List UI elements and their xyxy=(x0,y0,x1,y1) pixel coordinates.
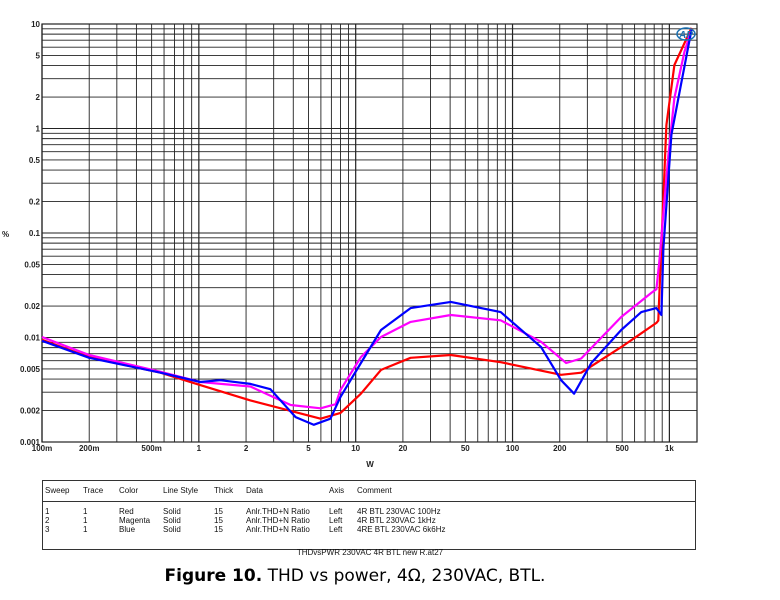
legend-cell: 4R BTL 230VAC 100Hz xyxy=(357,507,441,516)
legend-cell: Red xyxy=(119,507,134,516)
x-tick-label: 20 xyxy=(398,444,407,453)
header-axis: Axis xyxy=(329,486,345,495)
y-tick-label: 0.005 xyxy=(20,365,41,374)
y-tick-label: 0.5 xyxy=(29,156,41,165)
legend-cell: 3 xyxy=(45,525,50,534)
header-color: Color xyxy=(119,486,139,495)
legend-cell: Solid xyxy=(163,525,181,534)
y-tick-label: 5 xyxy=(36,51,41,60)
legend-header-row: Sweep Trace Color Line Style Thick Data … xyxy=(43,481,695,502)
y-tick-label: 0.05 xyxy=(24,260,40,269)
ap-logo: AP xyxy=(676,27,696,41)
y-tick-label: 2 xyxy=(36,93,41,102)
y-axis-label: % xyxy=(2,230,9,239)
legend-cell: Left xyxy=(329,507,343,516)
legend-cell: 1 xyxy=(45,507,50,516)
file-caption: THDvsPWR 230VAC 4R BTL new R.at27 xyxy=(296,548,444,557)
header-sweep: Sweep xyxy=(45,486,70,495)
legend-cell: 15 xyxy=(214,516,223,525)
x-tick-label: 200 xyxy=(553,444,567,453)
legend-cell: Left xyxy=(329,516,343,525)
legend-cell: 2 xyxy=(45,516,50,525)
plot-frame xyxy=(41,23,698,443)
y-tick-label: 0.1 xyxy=(29,229,41,238)
series-line-1 xyxy=(41,27,693,420)
y-tick-labels: 10 5 2 1 0.5 0.2 0.1 0.05 0.02 0.01 0.005 0.002 0.00… xyxy=(20,20,41,447)
svg-text:AP: AP xyxy=(678,30,693,41)
y-tick-label: 1 xyxy=(36,125,41,134)
legend-cell: Blue xyxy=(119,525,136,534)
legend-cell: 1 xyxy=(83,507,88,516)
header-thick: Thick xyxy=(214,486,234,495)
y-tick-label: 0.02 xyxy=(24,302,40,311)
x-tick-label: 50 xyxy=(461,444,470,453)
x-tick-label: 200m xyxy=(79,444,99,453)
y-tick-label: 0.001 xyxy=(20,438,41,447)
legend-cell: Magenta xyxy=(119,516,151,525)
x-tick-label: 5 xyxy=(306,444,311,453)
x-tick-label: 1 xyxy=(197,444,202,453)
series-line-2 xyxy=(41,29,693,410)
x-tick-label: 500 xyxy=(615,444,629,453)
legend-cell: Solid xyxy=(163,507,181,516)
x-tick-label: 10 xyxy=(351,444,360,453)
legend-cell: 1 xyxy=(83,516,88,525)
y-tick-label: 10 xyxy=(31,20,40,29)
legend-cell: 1 xyxy=(83,525,88,534)
x-tick-label: 500m xyxy=(141,444,161,453)
series-line-3 xyxy=(41,29,693,426)
y-tick-label: 0.01 xyxy=(24,334,40,343)
legend-cell: Anlr.THD+N Ratio xyxy=(246,516,310,525)
header-trace: Trace xyxy=(83,486,104,495)
figure-caption: Figure 10. THD vs power, 4Ω, 230VAC, BTL… xyxy=(0,566,710,586)
legend-table: Sweep Trace Color Line Style Thick Data … xyxy=(42,480,696,550)
legend-cell: Left xyxy=(329,525,343,534)
x-tick-label: 1k xyxy=(665,444,674,453)
header-line-style: Line Style xyxy=(163,486,199,495)
legend-cell: 4RE BTL 230VAC 6k6Hz xyxy=(357,525,446,534)
legend-cell: 15 xyxy=(214,525,223,534)
legend-cell: 15 xyxy=(214,507,223,516)
legend-cell: Solid xyxy=(163,516,181,525)
x-tick-label: 100m xyxy=(32,444,52,453)
y-tick-label: 0.002 xyxy=(20,407,41,416)
x-axis-label: W xyxy=(366,460,374,469)
x-tick-labels: 100m 200m 500m 1 2 5 10 20 50 100 200 500 1k xyxy=(32,444,675,453)
x-tick-label: 2 xyxy=(244,444,249,453)
y-tick-label: 0.2 xyxy=(29,198,41,207)
series-group xyxy=(41,27,693,426)
legend-cell: Anlr.THD+N Ratio xyxy=(246,525,310,534)
figure-text: THD vs power, 4Ω, 230VAC, BTL. xyxy=(262,566,546,586)
header-data: Data xyxy=(246,486,263,495)
thd-vs-power-chart: 100m 200m 500m 1 2 5 10 20 50 100 200 500 1k 10 5 2 1 0.… xyxy=(2,20,698,469)
grid xyxy=(41,23,698,443)
x-tick-label: 100 xyxy=(506,444,520,453)
figure-label: Figure 10. xyxy=(164,566,263,586)
header-comment: Comment xyxy=(357,486,392,495)
legend-cell: Anlr.THD+N Ratio xyxy=(246,507,310,516)
legend-cell: 4R BTL 230VAC 1kHz xyxy=(357,516,436,525)
